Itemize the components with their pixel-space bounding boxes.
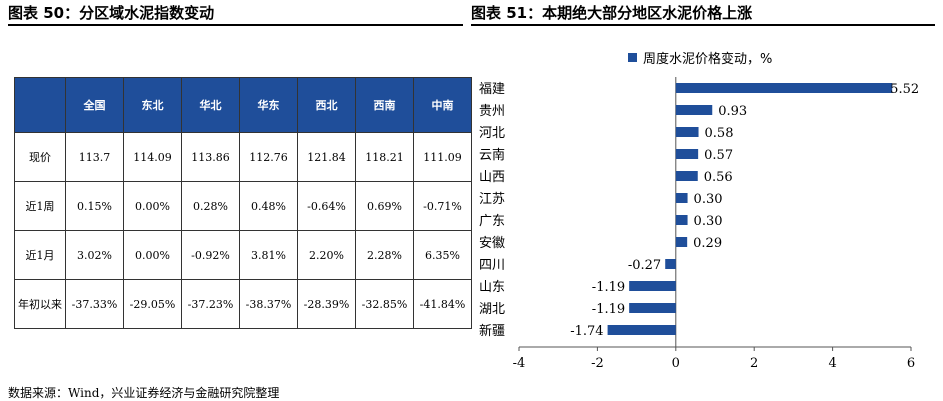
category-label: 贵州	[479, 104, 505, 119]
table-cell: 0.00%	[123, 181, 182, 231]
bar	[675, 83, 893, 93]
table-cell: 121.84	[297, 132, 356, 182]
category-label: 山东	[479, 280, 505, 295]
table-cell: -41.84%	[413, 279, 472, 329]
row-label: 现价	[14, 132, 66, 182]
x-tick-label: 2	[750, 356, 758, 371]
x-tick-label: 4	[828, 356, 836, 371]
left-title-rule	[8, 24, 463, 26]
bar	[629, 281, 676, 291]
bar	[675, 215, 688, 225]
x-tick-label: 0	[672, 356, 680, 371]
table-cell: 0.28%	[181, 181, 240, 231]
table-cell: 0.48%	[239, 181, 298, 231]
x-tick-label: -4	[513, 356, 526, 371]
table-cell: -38.37%	[239, 279, 298, 329]
category-label: 广东	[479, 214, 505, 229]
table-row: 近1月 3.02% 0.00% -0.92% 3.81% 2.20% 2.28%…	[14, 230, 472, 280]
category-label: 湖北	[479, 302, 505, 317]
legend-label: 周度水泥价格变动，%	[643, 52, 773, 67]
data-label: 0.56	[704, 170, 733, 185]
table-cell: 114.09	[123, 132, 182, 182]
category-label: 江苏	[479, 191, 505, 207]
table-cell: -32.85%	[355, 279, 414, 329]
row-label: 年初以来	[14, 279, 66, 329]
data-label: 0.58	[705, 126, 734, 141]
table-cell: 113.86	[181, 132, 240, 182]
table-header-row: 全国 东北 华北 华东 西北 西南 中南	[14, 77, 472, 133]
table-cell: 113.7	[65, 132, 124, 182]
data-label: -1.19	[592, 280, 625, 295]
cement-price-change-chart: -4 -2 0 2 4 6 福建 5.52 贵州 0.93 河北 0.58 云南 0.57 山西 0.56 江苏…	[479, 77, 919, 371]
table-cell: 3.02%	[65, 230, 124, 280]
table-header-cell: 全国	[65, 77, 124, 133]
bar	[675, 105, 713, 115]
category-label: 新疆	[479, 323, 505, 339]
data-label: -1.74	[570, 324, 603, 339]
table-cell: -37.33%	[65, 279, 124, 329]
legend-swatch	[628, 53, 637, 62]
table-header-cell: 西南	[355, 77, 414, 133]
data-label: 0.30	[694, 214, 723, 229]
table-header-cell: 华北	[181, 77, 240, 133]
chart-legend: 周度水泥价格变动，%	[628, 48, 772, 67]
table-cell: 3.81%	[239, 230, 298, 280]
data-label: 5.52	[890, 82, 919, 97]
table-cell: 0.00%	[123, 230, 182, 280]
table-cell: -37.23%	[181, 279, 240, 329]
data-label: 0.93	[718, 104, 747, 119]
table-cell: -0.92%	[181, 230, 240, 280]
row-label: 近1周	[14, 181, 66, 231]
category-label: 河北	[479, 126, 505, 141]
bar	[675, 127, 699, 137]
table-cell: 6.35%	[413, 230, 472, 280]
table-row: 年初以来 -37.33% -29.05% -37.23% -38.37% -28…	[14, 279, 472, 329]
bar	[665, 259, 676, 269]
category-label: 云南	[479, 147, 505, 163]
table-cell: 118.21	[355, 132, 414, 182]
cement-index-table: 全国 东北 华北 华东 西北 西南 中南 现价 113.7 114.09 113…	[14, 77, 472, 329]
table-row: 近1周 0.15% 0.00% 0.28% 0.48% -0.64% 0.69%…	[14, 181, 472, 231]
table-cell: -0.64%	[297, 181, 356, 231]
table-header-cell: 西北	[297, 77, 356, 133]
bar	[675, 171, 698, 181]
bar	[607, 325, 676, 335]
table-cell: 0.69%	[355, 181, 414, 231]
left-figure-title: 图表 50：分区域水泥指数变动	[8, 4, 215, 22]
table-header-cell: 华东	[239, 77, 298, 133]
data-label: 0.29	[693, 236, 722, 251]
data-label: -1.19	[592, 302, 625, 317]
table-cell: -28.39%	[297, 279, 356, 329]
bar	[675, 193, 688, 203]
bar	[675, 149, 699, 159]
category-label: 山西	[479, 170, 505, 185]
table-header-cell: 东北	[123, 77, 182, 133]
category-label: 四川	[479, 258, 505, 273]
table-cell: -0.71%	[413, 181, 472, 231]
table-cell: 0.15%	[65, 181, 124, 231]
category-label: 福建	[479, 82, 505, 97]
bar	[629, 303, 676, 313]
table-cell: 112.76	[239, 132, 298, 182]
category-label: 安徽	[479, 236, 505, 251]
right-figure-title: 图表 51：本期绝大部分地区水泥价格上涨	[471, 4, 753, 22]
table-cell: 111.09	[413, 132, 472, 182]
data-label: 0.30	[694, 192, 723, 207]
right-title-rule	[471, 24, 935, 26]
bar	[675, 237, 688, 247]
table-cell: 2.20%	[297, 230, 356, 280]
x-tick-label: -2	[591, 356, 604, 371]
table-row: 现价 113.7 114.09 113.86 112.76 121.84 118…	[14, 132, 472, 182]
source-note: 数据来源：Wind，兴业证券经济与金融研究院整理	[8, 386, 280, 400]
x-tick-label: 6	[907, 356, 915, 371]
table-header-cell	[14, 77, 66, 133]
data-label: 0.57	[704, 148, 733, 163]
table-cell: 2.28%	[355, 230, 414, 280]
table-cell: -29.05%	[123, 279, 182, 329]
table-header-cell: 中南	[413, 77, 472, 133]
row-label: 近1月	[14, 230, 66, 280]
data-label: -0.27	[628, 258, 661, 273]
